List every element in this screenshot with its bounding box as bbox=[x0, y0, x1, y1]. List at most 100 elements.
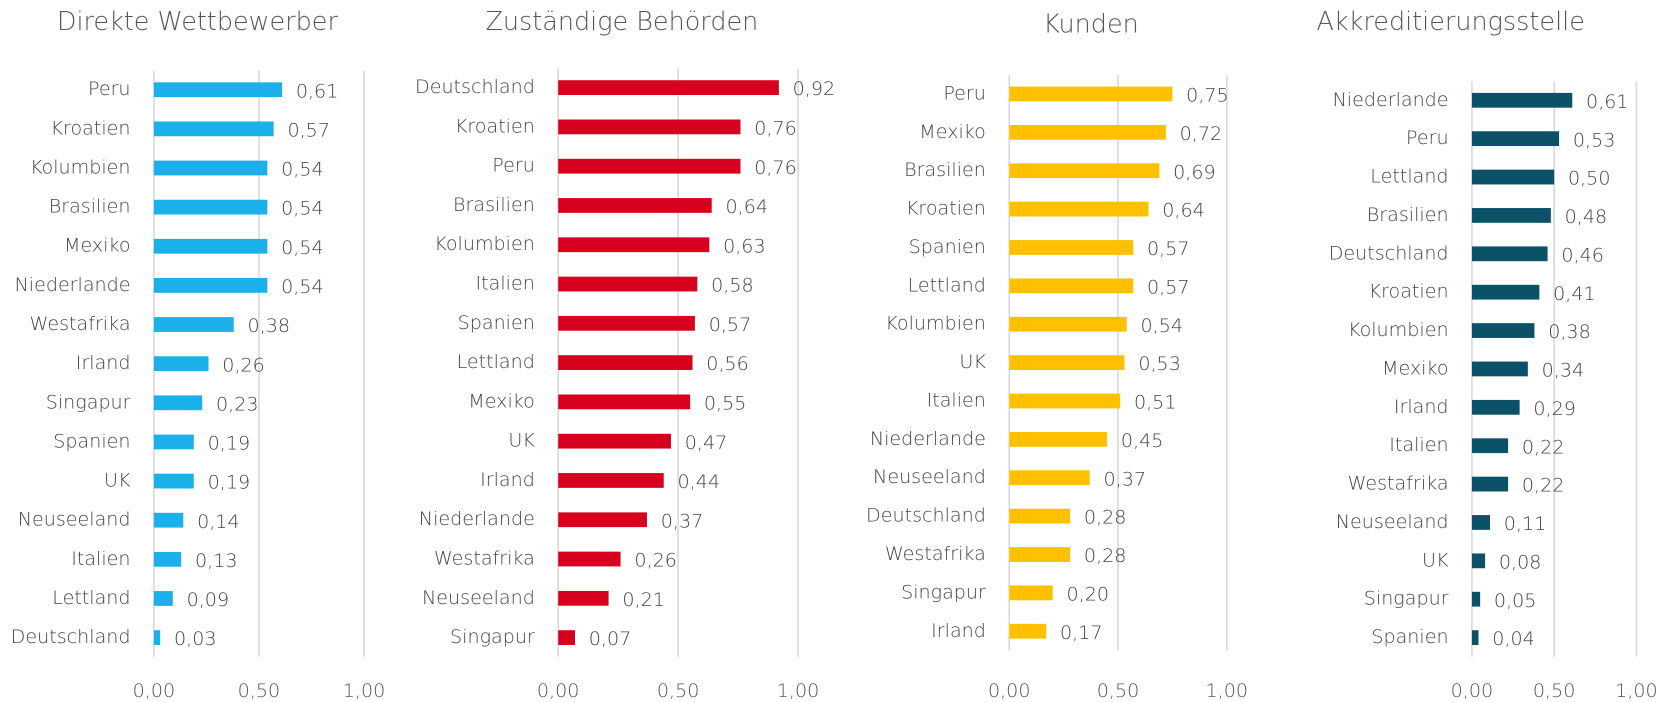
data-label: 0,64 bbox=[1162, 200, 1205, 222]
data-label: 0,57 bbox=[1147, 238, 1190, 260]
bar bbox=[1009, 163, 1160, 179]
data-label: 0,54 bbox=[281, 198, 324, 220]
bar bbox=[1009, 585, 1053, 601]
category-label: Neuseeland bbox=[422, 587, 535, 609]
category-label: Lettland bbox=[1370, 166, 1448, 188]
x-tick-label: 0,50 bbox=[1533, 680, 1576, 702]
data-label: 0,61 bbox=[296, 80, 339, 102]
category-label: Spanien bbox=[458, 312, 535, 334]
bar bbox=[1009, 470, 1090, 486]
x-tick-label: 1,00 bbox=[343, 680, 386, 702]
data-label: 0,19 bbox=[208, 472, 251, 494]
category-label: Deutschland bbox=[415, 76, 535, 98]
bar bbox=[558, 198, 712, 213]
bar bbox=[1009, 431, 1108, 447]
bar bbox=[153, 591, 173, 606]
data-label: 0,03 bbox=[174, 628, 217, 650]
category-label: Singapur bbox=[46, 391, 131, 413]
category-label: UK bbox=[104, 470, 131, 492]
bar bbox=[153, 121, 274, 137]
category-label: Irland bbox=[480, 469, 535, 491]
category-label: Kroatien bbox=[1369, 281, 1449, 303]
bar bbox=[558, 473, 664, 488]
data-label: 0,28 bbox=[1084, 507, 1127, 529]
bar bbox=[1471, 92, 1573, 108]
bar bbox=[153, 82, 283, 98]
bar bbox=[558, 590, 609, 606]
bar bbox=[153, 512, 184, 528]
x-tick-label: 1,00 bbox=[1615, 680, 1658, 702]
data-label: 0,47 bbox=[685, 432, 728, 454]
bar bbox=[558, 630, 575, 645]
data-label: 0,17 bbox=[1060, 622, 1103, 644]
bar bbox=[1471, 399, 1520, 415]
data-label: 0,76 bbox=[754, 118, 797, 140]
category-label: Italien bbox=[71, 548, 130, 570]
chart-title: Zuständige Behörden bbox=[485, 6, 758, 36]
category-label: Deutschland bbox=[1329, 242, 1449, 264]
data-label: 0,53 bbox=[1138, 353, 1181, 375]
data-label: 0,50 bbox=[1568, 168, 1611, 190]
category-label: Brasilien bbox=[904, 159, 986, 181]
bar bbox=[153, 551, 182, 567]
category-label: Irland bbox=[931, 620, 986, 642]
category-label: Kolumbien bbox=[885, 313, 986, 335]
category-label: Italien bbox=[1389, 434, 1448, 456]
bar bbox=[153, 160, 268, 176]
category-label: Kolumbien bbox=[1348, 319, 1449, 341]
data-label: 0,14 bbox=[197, 511, 240, 533]
data-label: 0,07 bbox=[589, 628, 632, 650]
category-label: Kolumbien bbox=[434, 233, 535, 255]
bar bbox=[558, 80, 779, 96]
data-label: 0,54 bbox=[1140, 315, 1183, 337]
category-label: Singapur bbox=[1364, 588, 1449, 610]
data-label: 0,20 bbox=[1067, 584, 1110, 606]
x-tick-label: 0,50 bbox=[238, 680, 281, 702]
category-label: Spanien bbox=[1371, 626, 1448, 648]
bar bbox=[1471, 591, 1481, 607]
category-label: Italien bbox=[927, 390, 986, 412]
category-label: Spanien bbox=[53, 430, 130, 452]
category-label: UK bbox=[959, 351, 986, 373]
data-label: 0,37 bbox=[1104, 468, 1147, 490]
data-label: 0,56 bbox=[706, 353, 749, 375]
category-label: UK bbox=[1422, 549, 1449, 571]
data-label: 0,76 bbox=[754, 157, 797, 179]
data-label: 0,21 bbox=[622, 589, 665, 611]
bar bbox=[558, 355, 693, 371]
category-label: Kolumbien bbox=[30, 157, 131, 179]
bar bbox=[1471, 438, 1509, 454]
category-label: Lettland bbox=[908, 274, 986, 296]
data-label: 0,55 bbox=[704, 393, 747, 415]
category-label: Lettland bbox=[457, 351, 535, 373]
data-label: 0,09 bbox=[187, 589, 230, 611]
category-label: Brasilien bbox=[453, 194, 535, 216]
category-label: Niederlande bbox=[1333, 89, 1449, 111]
data-label: 0,63 bbox=[723, 235, 766, 257]
data-label: 0,28 bbox=[1084, 545, 1127, 567]
data-label: 0,54 bbox=[281, 276, 324, 298]
bar bbox=[153, 278, 268, 293]
bar bbox=[1009, 86, 1173, 102]
bar bbox=[153, 356, 209, 372]
x-tick-label: 0,00 bbox=[1451, 680, 1494, 702]
category-label: Peru bbox=[1406, 127, 1449, 149]
data-label: 0,46 bbox=[1561, 244, 1604, 266]
data-label: 0,57 bbox=[1147, 276, 1190, 298]
bar bbox=[1009, 278, 1134, 294]
category-label: Mexiko bbox=[919, 121, 986, 143]
bar bbox=[1471, 361, 1528, 377]
data-label: 0,45 bbox=[1121, 430, 1164, 452]
data-label: 0,69 bbox=[1173, 161, 1216, 183]
data-label: 0,58 bbox=[711, 275, 754, 297]
category-label: Deutschland bbox=[11, 626, 131, 648]
category-label: Spanien bbox=[909, 236, 986, 258]
data-label: 0,29 bbox=[1533, 398, 1576, 420]
bar bbox=[1009, 547, 1071, 562]
bar bbox=[1009, 316, 1127, 332]
bar bbox=[1009, 393, 1121, 409]
category-label: UK bbox=[508, 430, 535, 452]
category-label: Kroatien bbox=[906, 198, 986, 220]
category-label: Singapur bbox=[450, 626, 535, 648]
